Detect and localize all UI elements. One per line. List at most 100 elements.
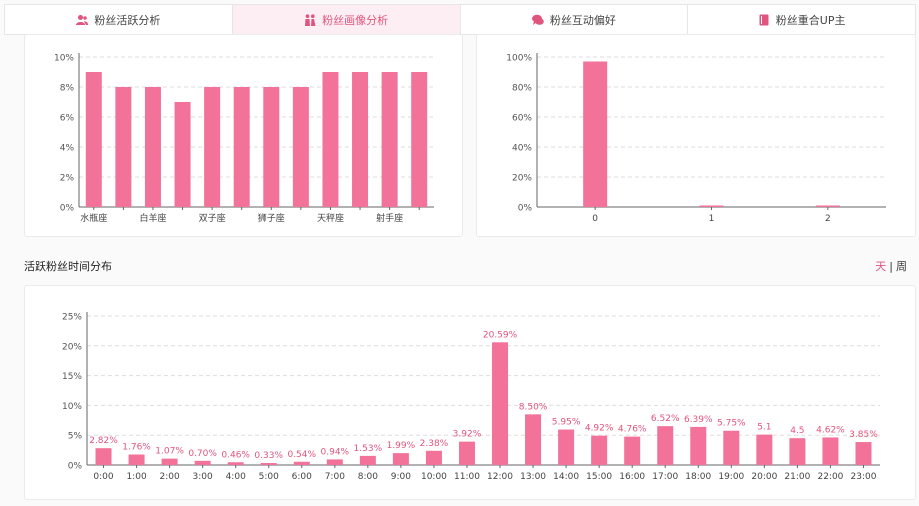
- chart-bar: [558, 429, 575, 465]
- x-tick-label: 3:00: [193, 472, 213, 482]
- tab-bar: 粉丝活跃分析 粉丝画像分析 粉丝互动偏好 粉丝重合UP主: [4, 4, 916, 35]
- chart-bar: [425, 450, 442, 465]
- chart-bar: [144, 87, 161, 207]
- y-tick-label: 5%: [68, 432, 83, 442]
- data-label: 20.59%: [483, 330, 518, 340]
- chart-bar: [194, 460, 211, 465]
- chart-bar: [624, 436, 641, 465]
- chart-bar: [352, 72, 369, 207]
- book-icon: [759, 14, 769, 25]
- x-tick-label: 9:00: [391, 472, 411, 482]
- tab-label: 粉丝重合UP主: [775, 13, 846, 27]
- y-tick-label: 80%: [512, 84, 532, 94]
- x-tick-label: 14:00: [553, 472, 579, 482]
- x-tick-label: 0: [592, 214, 598, 224]
- chart-bar: [756, 434, 773, 465]
- y-tick-label: 10%: [62, 402, 82, 412]
- chart-bar: [815, 205, 840, 207]
- toggle-day[interactable]: 天: [875, 260, 887, 273]
- chart-bar: [233, 87, 250, 207]
- x-tick-label: 射手座: [376, 212, 403, 224]
- y-tick-label: 15%: [62, 372, 82, 382]
- y-tick-label: 0%: [68, 462, 83, 472]
- time-chart-card: 0% 5% 10% 15% 20% 25% 0:00 2.82% 1:00 1.76% 2:00 1.…: [24, 285, 916, 500]
- data-label: 6.39%: [684, 415, 713, 425]
- x-tick-label: 5:00: [259, 472, 279, 482]
- data-label: 0.46%: [221, 450, 250, 460]
- data-label: 5.1: [757, 423, 771, 433]
- data-label: 4.92%: [585, 424, 614, 434]
- x-tick-label: 狮子座: [258, 212, 285, 224]
- chart-bar: [95, 448, 112, 465]
- x-tick-label: 10:00: [421, 472, 447, 482]
- x-tick-label: 水瓶座: [80, 212, 107, 224]
- x-tick-label: 4:00: [226, 472, 246, 482]
- chart-bar: [292, 87, 309, 207]
- y-tick-label: 10%: [54, 54, 74, 64]
- tab-fan-activity[interactable]: 粉丝活跃分析: [5, 5, 233, 34]
- x-tick-label: 22:00: [817, 472, 843, 482]
- tab-fan-interaction[interactable]: 粉丝互动偏好: [461, 5, 689, 34]
- y-tick-label: 25%: [62, 313, 82, 323]
- count-chart: 0% 20% 40% 60% 80% 100% 0 1 2: [506, 53, 886, 224]
- x-tick-label: 6:00: [292, 472, 312, 482]
- x-tick-label: 19:00: [718, 472, 744, 482]
- chart-bar: [263, 87, 280, 207]
- x-tick-label: 2:00: [159, 472, 179, 482]
- x-tick-label: 21:00: [784, 472, 810, 482]
- couple-icon: [305, 13, 316, 26]
- y-tick-label: 100%: [506, 54, 532, 64]
- count-chart-card: 0% 20% 40% 60% 80% 100% 0 1 2: [476, 34, 916, 237]
- data-label: 3.92%: [453, 430, 482, 440]
- chart-bar: [657, 426, 674, 465]
- y-tick-label: 8%: [60, 84, 75, 94]
- data-label: 5.95%: [552, 418, 581, 428]
- chart-bar: [322, 72, 339, 207]
- x-tick-label: 17:00: [652, 472, 678, 482]
- chart-bar: [690, 426, 707, 465]
- zodiac-chart: 0% 2% 4% 6% 8% 10% 水瓶座 白羊座 双子座 狮子座 天秤座 射手座: [54, 53, 434, 224]
- chart-bar: [115, 87, 132, 207]
- x-tick-label: 12:00: [487, 472, 513, 482]
- chart-bar: [293, 461, 310, 465]
- y-tick-label: 20%: [512, 174, 532, 184]
- chart-bar: [381, 72, 398, 207]
- chart-bar: [359, 455, 376, 465]
- chart-bar: [789, 438, 806, 465]
- toggle-week[interactable]: 周: [896, 260, 907, 273]
- data-label: 4.76%: [618, 425, 647, 435]
- tab-fan-profile[interactable]: 粉丝画像分析: [232, 5, 461, 34]
- x-tick-label: 7:00: [325, 472, 345, 482]
- data-label: 1.07%: [155, 447, 184, 457]
- y-tick-label: 0%: [60, 204, 75, 214]
- y-tick-label: 6%: [60, 114, 75, 124]
- y-tick-label: 40%: [512, 144, 532, 154]
- data-label: 4.62%: [816, 425, 845, 435]
- tab-fan-overlap[interactable]: 粉丝重合UP主: [688, 5, 915, 34]
- data-label: 6.52%: [651, 414, 680, 424]
- x-tick-label: 18:00: [685, 472, 711, 482]
- chat-icon: [531, 14, 544, 25]
- chart-bar: [492, 342, 509, 465]
- x-tick-label: 1: [709, 214, 715, 224]
- tab-label: 粉丝互动偏好: [549, 13, 616, 27]
- chart-bar: [227, 462, 244, 465]
- x-tick-label: 双子座: [199, 212, 226, 224]
- chart-bar: [392, 453, 409, 465]
- x-tick-label: 11:00: [454, 472, 480, 482]
- x-tick-label: 1:00: [126, 472, 146, 482]
- x-tick-label: 2: [825, 214, 831, 224]
- x-tick-label: 8:00: [358, 472, 378, 482]
- chart-bar: [204, 87, 221, 207]
- data-label: 0.70%: [188, 449, 217, 459]
- chart-bar: [822, 437, 839, 465]
- chart-bar: [174, 102, 191, 207]
- x-tick-label: 20:00: [751, 472, 777, 482]
- data-label: 1.76%: [122, 443, 151, 453]
- chart-bar: [128, 454, 145, 465]
- chart-bar: [699, 205, 724, 207]
- chart-bar: [411, 72, 428, 207]
- chart-bar: [326, 459, 343, 465]
- y-tick-label: 2%: [60, 174, 75, 184]
- data-label: 0.33%: [254, 451, 283, 461]
